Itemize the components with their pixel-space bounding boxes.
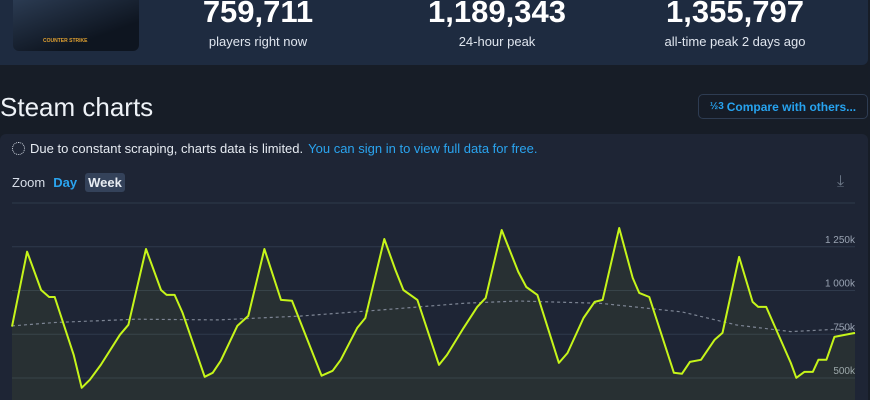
fraction-icon: ½3: [709, 101, 724, 112]
y-tick-label: 1 000k: [825, 279, 856, 290]
stat-label: 24-hour peak: [458, 34, 536, 49]
game-cover-image[interactable]: COUNTER STRIKE: [13, 0, 139, 51]
average-line: [11, 300, 856, 333]
zoom-day-button[interactable]: Day: [53, 175, 78, 190]
download-icon[interactable]: ⤓: [837, 173, 845, 190]
zoom-week-button[interactable]: Week: [85, 173, 125, 192]
zoom-label: Zoom: [12, 175, 46, 190]
stat-24h-peak: 1,189,343 24-hour peak: [397, 0, 597, 49]
y-tick-label: 750k: [833, 322, 856, 333]
chart-panel: [0, 134, 868, 400]
compare-button[interactable]: ½3 Compare with others...: [698, 94, 868, 119]
y-tick-label: 1 250k: [825, 235, 856, 246]
loading-icon: [12, 142, 25, 155]
y-tick-label: 500k: [833, 366, 856, 377]
stat-value: 1,355,797: [666, 0, 804, 29]
stat-all-time-peak: 1,355,797 all-time peak 2 days ago: [635, 0, 835, 49]
compare-label: Compare with others...: [726, 99, 857, 114]
stat-label: all-time peak 2 days ago: [664, 34, 806, 49]
sign-in-link[interactable]: You can sign in to view full data for fr…: [308, 141, 538, 156]
stats-panel: COUNTER STRIKE 759,711 players right now …: [0, 0, 868, 65]
stat-value: 759,711: [202, 0, 314, 29]
stat-value: 1,189,343: [428, 0, 566, 29]
zoom-controls: Zoom Day Week: [12, 173, 125, 192]
series-area: [12, 228, 855, 400]
stat-label: players right now: [208, 34, 308, 49]
notice: Due to constant scraping, charts data is…: [12, 141, 537, 156]
stat-current-players: 759,711 players right now: [158, 0, 358, 49]
section-title: Steam charts: [0, 92, 154, 122]
game-logo: COUNTER STRIKE: [43, 38, 88, 44]
players-line: [11, 227, 856, 389]
notice-text: Due to constant scraping, charts data is…: [30, 141, 304, 156]
